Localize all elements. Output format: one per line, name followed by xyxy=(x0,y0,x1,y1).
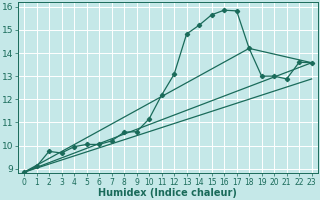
X-axis label: Humidex (Indice chaleur): Humidex (Indice chaleur) xyxy=(98,188,237,198)
